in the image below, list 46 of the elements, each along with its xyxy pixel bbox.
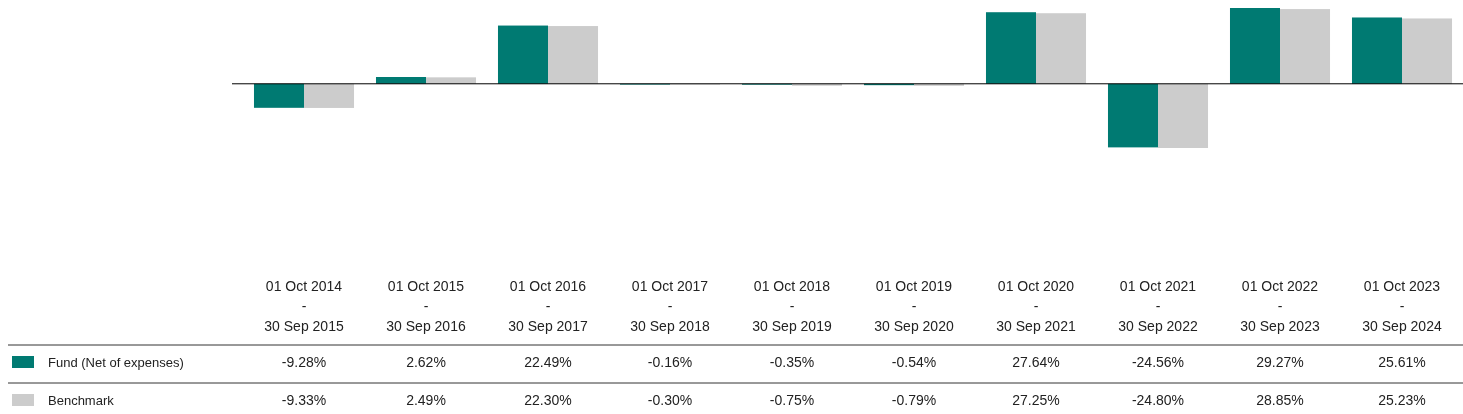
data-label: 27.64% <box>1012 354 1060 370</box>
data-label: 22.30% <box>524 392 572 408</box>
x-tick-label: 01 Oct 2023 - 30 Sep 2024 <box>1362 278 1442 334</box>
bar <box>1036 13 1087 84</box>
data-label: -0.54% <box>891 354 937 370</box>
bar <box>914 83 965 86</box>
data-label: 2.49% <box>406 392 446 408</box>
data-label: -0.16% <box>647 354 693 370</box>
data-label: -0.30% <box>647 392 693 408</box>
x-tick-label: 01 Oct 2017 - 30 Sep 2018 <box>630 278 710 334</box>
data-label: -24.56% <box>1131 354 1185 370</box>
data-label: -0.79% <box>891 392 937 408</box>
data-label: -9.28% <box>281 354 327 370</box>
data-label: 25.61% <box>1378 354 1426 370</box>
data-label: -9.33% <box>281 392 327 408</box>
data-label: -0.35% <box>769 354 815 370</box>
data-label: 28.85% <box>1256 392 1304 408</box>
legend-label: Fund (Net of expenses) <box>48 355 184 370</box>
bar <box>548 26 599 84</box>
data-label: 22.49% <box>524 354 572 370</box>
x-tick-label: 01 Oct 2016 - 30 Sep 2017 <box>508 278 588 334</box>
x-tick-label: 01 Oct 2019 - 30 Sep 2020 <box>874 278 954 334</box>
data-label: -0.75% <box>769 392 815 408</box>
bar <box>1351 17 1402 84</box>
bar <box>1402 18 1453 84</box>
x-tick-label: 01 Oct 2018 - 30 Sep 2019 <box>752 278 832 334</box>
x-tick-label: 01 Oct 2015 - 30 Sep 2016 <box>386 278 466 334</box>
x-tick-label: 01 Oct 2021 - 30 Sep 2022 <box>1118 278 1198 334</box>
bar <box>426 77 477 84</box>
bar <box>253 83 304 108</box>
bar <box>497 25 548 84</box>
data-label: 2.62% <box>406 354 446 370</box>
bar <box>1158 83 1209 148</box>
bar <box>985 12 1036 84</box>
bar <box>1280 9 1331 84</box>
x-tick-label: 01 Oct 2022 - 30 Sep 2023 <box>1240 278 1320 334</box>
data-label: 25.23% <box>1378 392 1426 408</box>
data-label: 27.25% <box>1012 392 1060 408</box>
legend-label: Benchmark <box>48 393 115 408</box>
data-label: -24.80% <box>1131 392 1185 408</box>
bar <box>1107 83 1158 148</box>
x-tick-label: 01 Oct 2020 - 30 Sep 2021 <box>996 278 1076 334</box>
data-label: 29.27% <box>1256 354 1304 370</box>
bar <box>1229 8 1280 84</box>
x-tick-label: 01 Oct 2014 - 30 Sep 2015 <box>264 278 344 334</box>
bar <box>304 83 355 108</box>
